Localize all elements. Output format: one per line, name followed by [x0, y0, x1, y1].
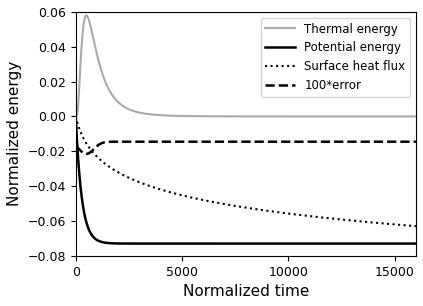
Line: 100*error: 100*error [76, 142, 416, 154]
100*error [148, 140, 153, 144]
Legend: Thermal energy, Potential energy, Surface heat flux, 100*error: Thermal energy, Potential energy, Surfac… [261, 18, 410, 97]
Line: Potential energy: Potential energy [76, 117, 416, 244]
Potential energy [230, 242, 235, 245]
Thermal energy [404, 115, 409, 118]
100*error [404, 140, 409, 144]
Potential energy [91, 235, 96, 239]
Y-axis label: Normalized energy: Normalized energy [7, 61, 22, 207]
Potential energy [404, 242, 409, 245]
Surface heat flux [230, 203, 235, 207]
X-axis label: Normalized time: Normalized time [183, 284, 309, 299]
Surface heat flux [414, 224, 419, 228]
Surface heat flux [73, 115, 78, 118]
Thermal energy [341, 115, 346, 118]
Surface heat flux [341, 218, 346, 222]
Potential energy [296, 242, 301, 245]
Line: Surface heat flux: Surface heat flux [76, 117, 416, 226]
Thermal energy [404, 115, 409, 118]
Potential energy [239, 242, 244, 245]
100*error [73, 144, 78, 148]
Line: Thermal energy: Thermal energy [76, 15, 416, 117]
100*error [84, 152, 89, 156]
Potential energy [414, 242, 419, 245]
Thermal energy [91, 36, 96, 40]
Potential energy [341, 242, 346, 245]
Potential energy [73, 115, 78, 118]
100*error [404, 140, 409, 144]
Surface heat flux [404, 224, 409, 227]
Thermal energy [239, 114, 244, 118]
Surface heat flux [91, 151, 96, 154]
Thermal energy [230, 114, 235, 118]
Thermal energy [84, 13, 89, 17]
100*error [341, 140, 346, 144]
100*error [230, 140, 235, 144]
100*error [239, 140, 244, 144]
100*error [91, 148, 96, 151]
Thermal energy [414, 115, 419, 118]
Potential energy [404, 242, 409, 245]
Surface heat flux [239, 205, 244, 209]
Thermal energy [73, 115, 78, 118]
Surface heat flux [404, 223, 409, 227]
100*error [414, 140, 419, 144]
